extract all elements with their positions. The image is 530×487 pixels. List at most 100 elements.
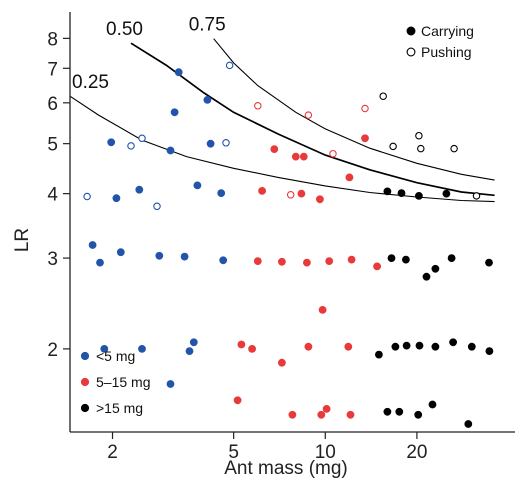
iso-curve-label-075: 0.75 — [189, 15, 226, 36]
data-point-18 — [185, 347, 194, 355]
x-tick-label-10: 10 — [315, 442, 336, 463]
data-point-68 — [391, 342, 400, 351]
data-point-79 — [464, 420, 473, 428]
behavior-legend: Carrying Pushing — [406, 23, 474, 60]
x-tick-label-2: 2 — [107, 442, 118, 463]
data-point-27 — [258, 186, 266, 195]
data-point-49 — [317, 410, 326, 419]
data-points — [83, 61, 494, 428]
data-point-52 — [254, 102, 262, 110]
iso-curve-label-025: 0.25 — [72, 72, 109, 93]
data-point-83 — [417, 144, 425, 153]
data-point-48 — [288, 410, 297, 419]
data-point-64 — [431, 264, 440, 273]
data-point-74 — [485, 347, 494, 355]
data-point-65 — [447, 254, 456, 262]
data-point-47 — [233, 396, 242, 405]
iso-curves: 0.25 0.50 0.75 — [69, 15, 495, 203]
data-point-60 — [442, 189, 451, 198]
data-point-12 — [203, 96, 212, 104]
data-point-78 — [428, 400, 437, 409]
y-tick-label-4: 4 — [47, 185, 58, 206]
data-point-22 — [127, 142, 135, 150]
data-point-16 — [100, 344, 109, 353]
data-point-11 — [193, 181, 202, 190]
data-point-29 — [291, 152, 300, 161]
data-point-38 — [325, 257, 334, 265]
legend-marker-medium — [80, 377, 90, 387]
data-point-53 — [286, 191, 295, 199]
axes — [69, 12, 515, 433]
data-point-24 — [153, 202, 161, 211]
x-tick-label-20: 20 — [406, 442, 427, 463]
data-point-20 — [166, 380, 175, 388]
y-tick-label-3: 3 — [47, 249, 58, 270]
data-point-62 — [401, 255, 410, 264]
data-point-51 — [346, 410, 355, 419]
data-point-31 — [297, 189, 306, 198]
legend-label-filled: Carrying — [421, 23, 474, 39]
data-point-26 — [225, 61, 234, 70]
data-point-17 — [138, 344, 146, 353]
data-point-73 — [467, 342, 476, 351]
ticks: 2 5 10 20 2 3 4 5 6 7 8 — [47, 29, 427, 463]
data-point-57 — [383, 187, 392, 196]
data-point-14 — [217, 189, 226, 197]
data-point-13 — [206, 139, 215, 148]
iso-curve-label-050: 0.50 — [106, 19, 143, 40]
data-point-70 — [415, 341, 424, 350]
data-point-59 — [414, 191, 423, 200]
data-point-39 — [347, 255, 356, 264]
iso-curve-025 — [69, 95, 495, 203]
data-point-3 — [112, 194, 121, 203]
data-point-41 — [318, 305, 327, 314]
y-tick-label-5: 5 — [47, 135, 58, 156]
data-point-77 — [414, 410, 423, 419]
data-point-84 — [450, 144, 458, 153]
data-point-46 — [277, 358, 286, 367]
data-point-80 — [379, 92, 387, 100]
legend-marker-small — [80, 351, 90, 361]
data-point-15 — [219, 256, 228, 265]
x-axis-title: Ant mass (mg) — [224, 458, 348, 479]
y-tick-label-6: 6 — [47, 94, 58, 115]
data-point-82 — [415, 131, 423, 140]
data-point-63 — [422, 272, 431, 281]
data-point-50 — [322, 404, 331, 413]
data-point-67 — [374, 350, 383, 359]
data-point-35 — [253, 257, 262, 265]
legend-label-small: <5 mg — [96, 348, 135, 364]
data-point-25 — [222, 139, 230, 147]
data-point-23 — [138, 134, 146, 143]
data-point-10 — [180, 252, 189, 261]
legend-marker-open — [406, 47, 416, 57]
data-point-33 — [345, 173, 354, 182]
legend-label-open: Pushing — [421, 44, 472, 60]
data-point-54 — [304, 111, 313, 119]
data-point-40 — [373, 262, 381, 271]
data-point-44 — [304, 342, 313, 351]
x-tick-label-5: 5 — [228, 442, 239, 463]
data-point-1 — [96, 258, 104, 267]
data-point-81 — [389, 142, 397, 151]
y-tick-label-7: 7 — [47, 59, 58, 80]
data-point-28 — [270, 145, 279, 153]
data-point-7 — [166, 146, 175, 155]
iso-curve-075 — [213, 38, 495, 181]
data-point-42 — [237, 340, 246, 349]
data-point-37 — [302, 258, 311, 267]
data-point-34 — [361, 134, 369, 143]
data-point-76 — [395, 407, 404, 416]
data-point-43 — [248, 344, 256, 353]
data-point-66 — [485, 258, 493, 267]
data-point-0 — [88, 241, 97, 249]
data-point-85 — [472, 192, 481, 200]
y-tick-label-2: 2 — [47, 340, 58, 361]
data-point-55 — [329, 149, 337, 158]
iso-curve-050 — [130, 42, 495, 197]
data-point-61 — [387, 254, 396, 262]
data-point-45 — [344, 342, 353, 351]
data-point-30 — [299, 152, 308, 161]
data-point-72 — [449, 338, 457, 347]
